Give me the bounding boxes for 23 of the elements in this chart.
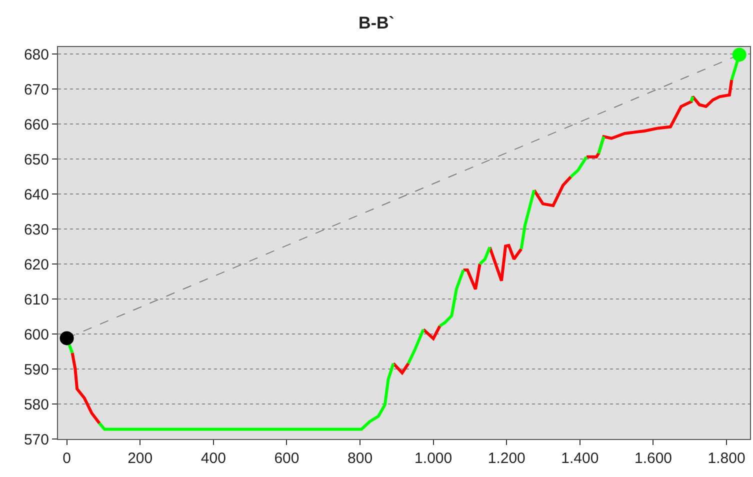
y-tick-label: 570 [24, 431, 49, 448]
x-tick-label: 1.200 [488, 450, 526, 467]
y-tick-label: 580 [24, 396, 49, 414]
x-tick-label: 800 [348, 450, 373, 467]
y-tick-label: 630 [24, 221, 49, 238]
y-tick-label: 640 [24, 186, 49, 204]
y-tick-label: 670 [24, 81, 49, 98]
y-tick-label: 680 [24, 46, 49, 64]
x-tick-label: 1.600 [634, 450, 672, 467]
x-tick-label: 600 [274, 450, 300, 467]
chart-title: B-B` [358, 14, 394, 33]
y-tick-label: 610 [24, 291, 49, 308]
y-tick-label: 660 [24, 116, 49, 134]
y-tick-label: 600 [24, 326, 49, 344]
x-tick-label: 1.400 [561, 450, 599, 467]
x-tick-label: 1.000 [414, 450, 452, 467]
x-tick-label: 400 [200, 450, 226, 467]
x-tick-label: 0 [62, 450, 71, 467]
x-tick-label: 200 [128, 450, 153, 467]
y-tick-label: 620 [24, 256, 49, 274]
y-tick-label: 650 [24, 151, 49, 168]
y-tick-label: 590 [24, 361, 49, 378]
x-tick-label: 1.800 [708, 450, 746, 467]
